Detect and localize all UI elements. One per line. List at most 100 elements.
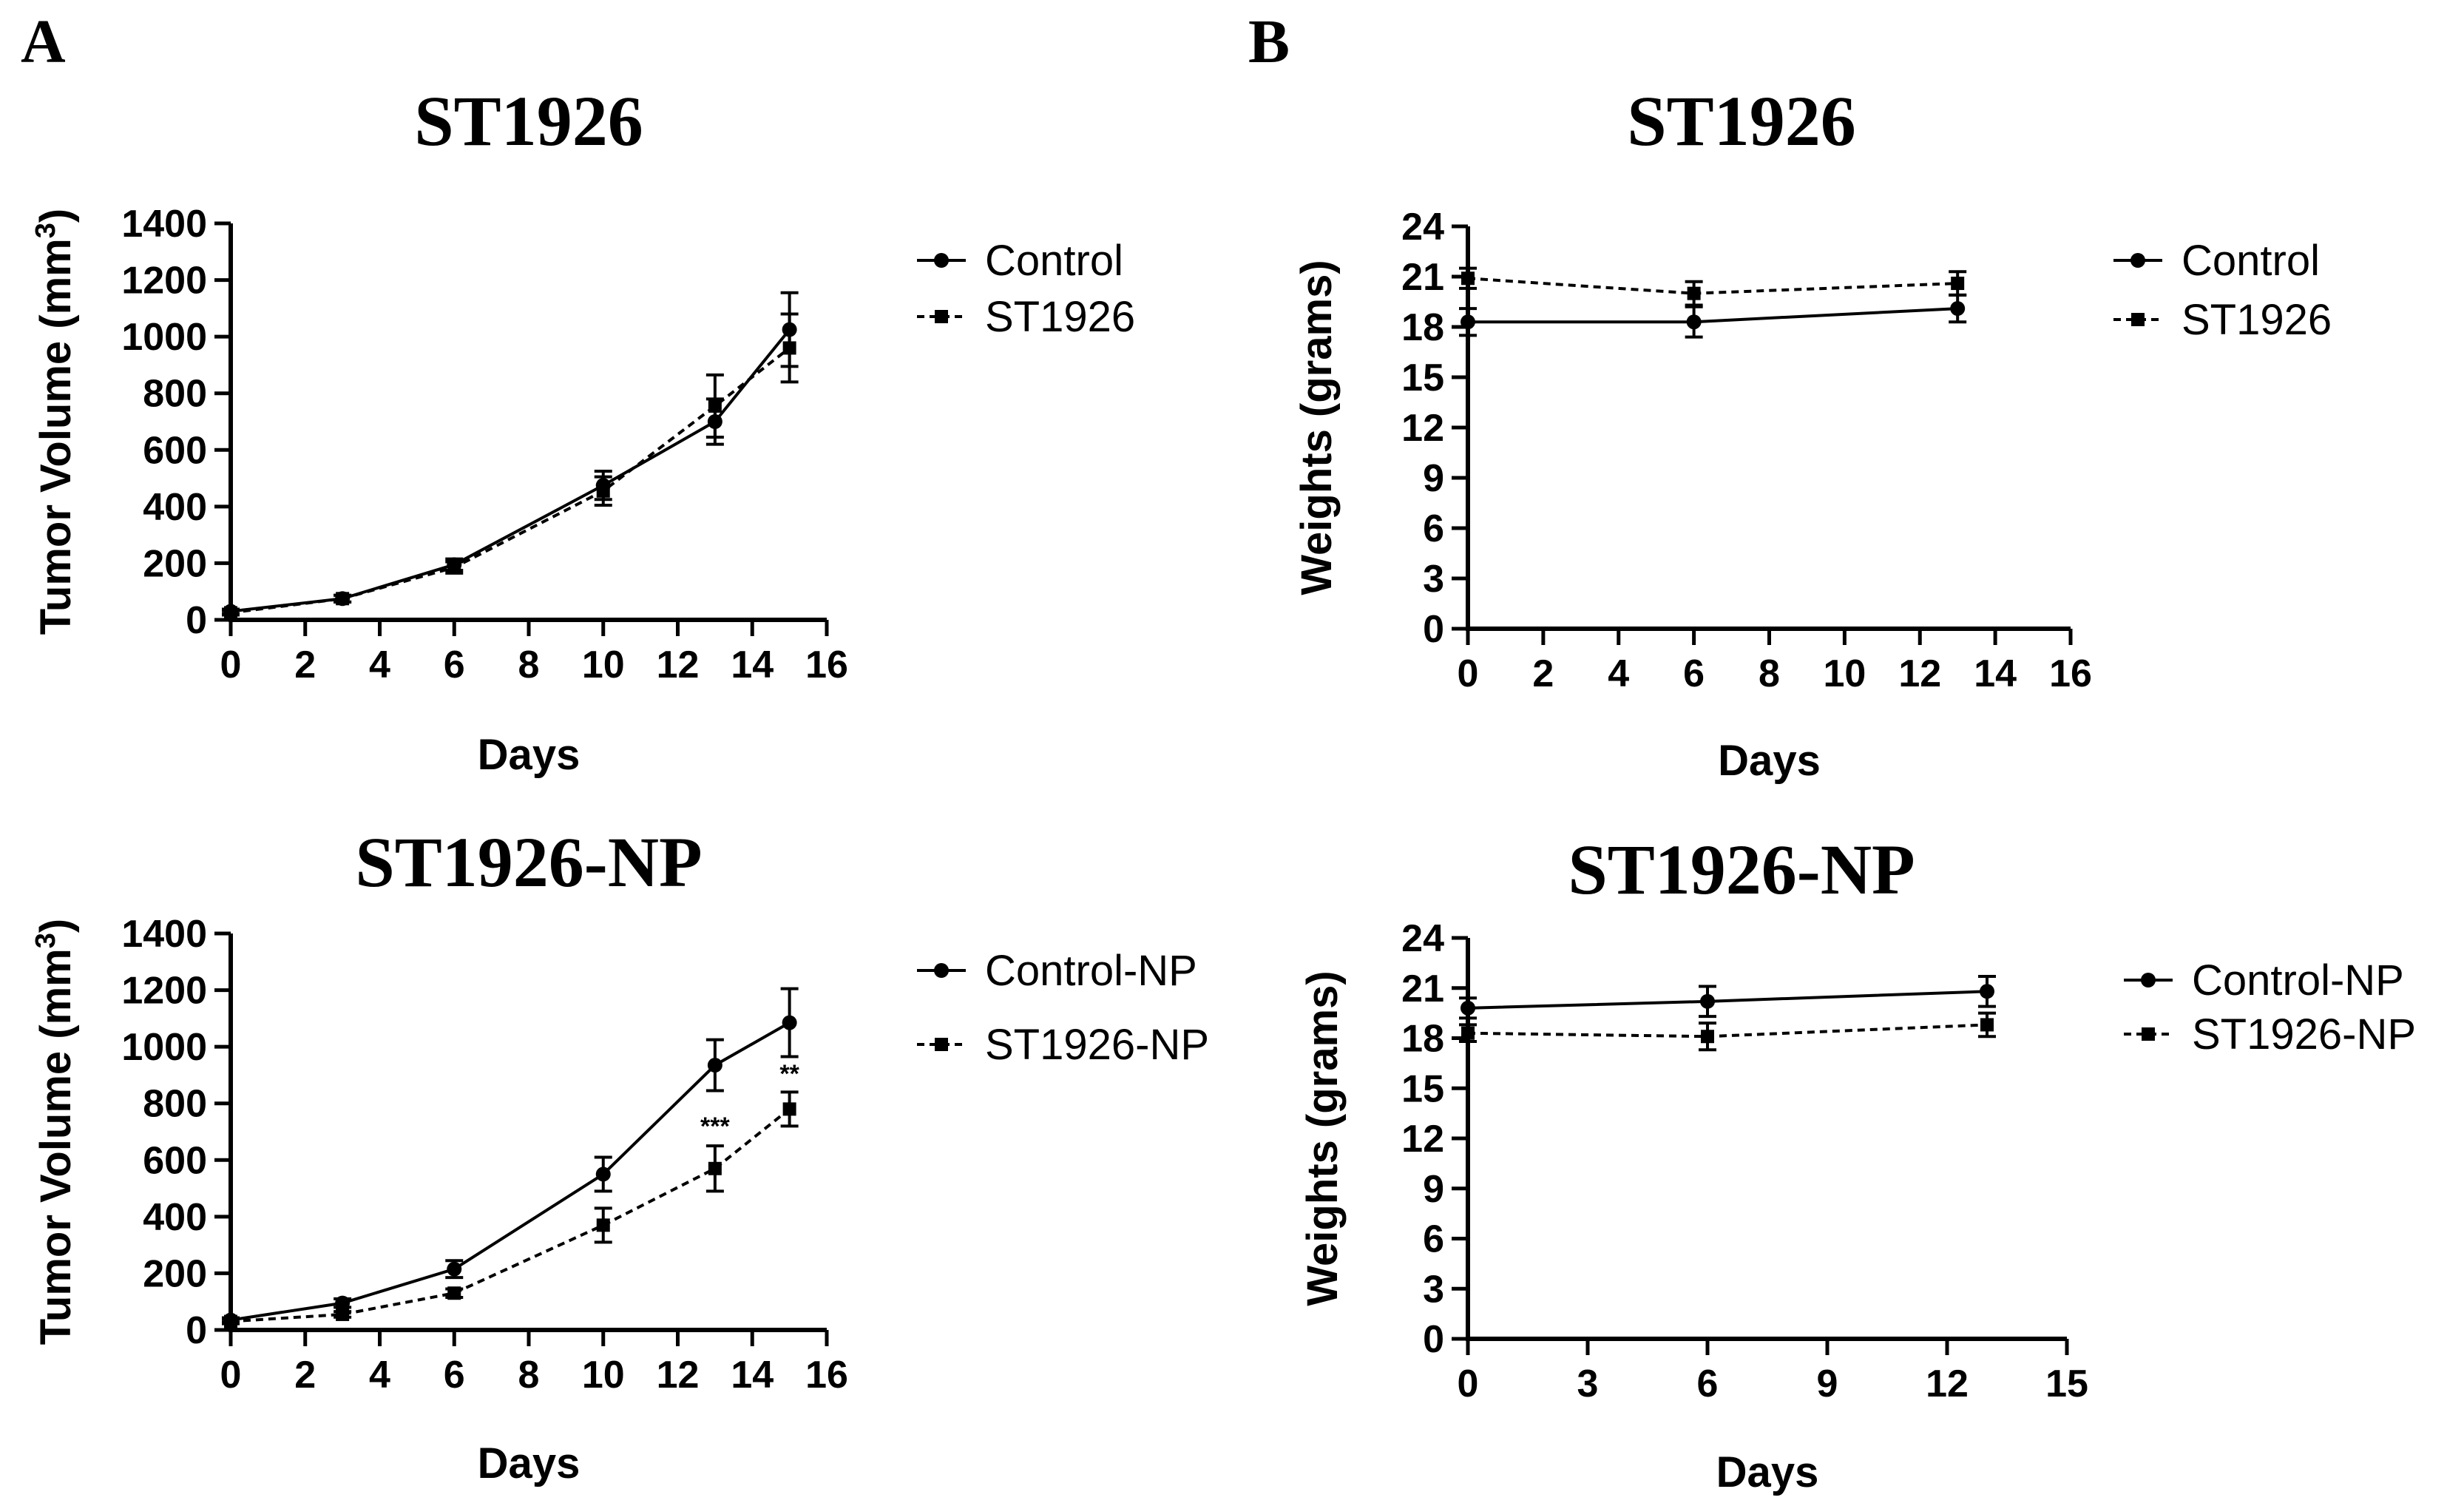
data-point-square bbox=[447, 561, 461, 575]
legend-label: ST1926 bbox=[985, 293, 1135, 341]
x-tick-label: 14 bbox=[731, 644, 774, 686]
y-tick-label: 600 bbox=[143, 429, 207, 472]
x-axis-title: Days bbox=[478, 1439, 581, 1488]
data-point-square bbox=[1687, 286, 1701, 300]
y-tick-label: 18 bbox=[1401, 306, 1444, 349]
x-tick-label: 0 bbox=[1458, 1363, 1479, 1405]
x-tick-label: 10 bbox=[582, 644, 625, 686]
data-point-square bbox=[1980, 1018, 1994, 1032]
chart-b-st1926-np: ST1926-NP 0 3 6 9 12 15 0 3 6 9 12 15 18 21 24 Days Weigh… bbox=[1299, 830, 2416, 1496]
data-point-circle bbox=[1700, 993, 1715, 1009]
x-tick-label: 2 bbox=[294, 644, 316, 686]
y-tick-label: 6 bbox=[1423, 507, 1444, 550]
chart-title: ST1926-NP bbox=[1568, 830, 1915, 909]
x-tick-label: 4 bbox=[369, 1354, 390, 1397]
panel-letter-b: B bbox=[1248, 7, 1290, 76]
data-point-square bbox=[782, 1102, 796, 1116]
data-point-square bbox=[1461, 271, 1475, 286]
y-tick-label: 24 bbox=[1401, 917, 1444, 960]
y-axis-title-superscript: 3 bbox=[30, 223, 61, 238]
data-point-square bbox=[708, 399, 722, 413]
data-point-square bbox=[1461, 1026, 1475, 1040]
x-tick-label: 12 bbox=[657, 644, 700, 686]
y-axis-title: Weights (grams) bbox=[1293, 260, 1341, 595]
chart-a-st1926: ST1926 0 2 4 6 8 10 12 14 16 0 200 400 600 800 1000 1200… bbox=[30, 81, 1135, 779]
legend-marker-square bbox=[2142, 1027, 2155, 1041]
x-tick-label: 3 bbox=[1577, 1363, 1599, 1405]
y-tick-label: 200 bbox=[143, 542, 207, 585]
legend-label: ST1926-NP bbox=[985, 1021, 1209, 1069]
legend-label: Control bbox=[2182, 237, 2320, 285]
x-tick-label: 15 bbox=[2045, 1363, 2088, 1405]
y-axis-title: Tumor Volume (mm3) bbox=[30, 209, 80, 635]
data-point-circle bbox=[1686, 314, 1702, 330]
y-tick-label: 15 bbox=[1401, 1067, 1444, 1110]
y-tick-label: 3 bbox=[1423, 558, 1444, 601]
legend-marker-square bbox=[2131, 313, 2145, 326]
x-axis-title: Days bbox=[1716, 1448, 1819, 1496]
data-point-square bbox=[224, 1314, 237, 1328]
panel-letter-a: A bbox=[21, 7, 66, 76]
y-axis-title: Tumor Volume (mm3) bbox=[30, 919, 80, 1345]
x-tick-label: 6 bbox=[444, 644, 465, 686]
x-tick-label: 12 bbox=[1898, 652, 1941, 695]
y-tick-label: 0 bbox=[1423, 608, 1444, 651]
x-tick-label: 0 bbox=[1458, 652, 1479, 695]
legend-marker-circle bbox=[2130, 253, 2145, 268]
series-line-control-np bbox=[230, 1021, 791, 1322]
x-tick-label: 10 bbox=[582, 1354, 625, 1397]
x-tick-label: 12 bbox=[1926, 1363, 1969, 1405]
x-tick-label: 0 bbox=[220, 644, 242, 686]
data-point-square bbox=[782, 341, 796, 355]
y-axis-title-close: ) bbox=[32, 919, 80, 933]
series-line-st1926-np bbox=[1467, 1023, 1988, 1039]
y-tick-label: 0 bbox=[186, 1309, 207, 1352]
x-tick-label: 12 bbox=[657, 1354, 700, 1397]
data-point-square bbox=[708, 1161, 722, 1175]
y-tick-label: 600 bbox=[143, 1139, 207, 1182]
x-tick-label: 14 bbox=[731, 1354, 774, 1397]
y-tick-label: 200 bbox=[143, 1252, 207, 1295]
y-tick-label: 0 bbox=[186, 599, 207, 642]
x-tick-label: 16 bbox=[805, 644, 848, 686]
chart-a-st1926-np: ST1926-NP 0 2 4 6 8 10 12 14 16 0 200 400 600 800 1000 1… bbox=[30, 823, 1209, 1488]
y-tick-label: 9 bbox=[1423, 1168, 1444, 1211]
y-tick-label: 400 bbox=[143, 1196, 207, 1239]
y-tick-label: 12 bbox=[1401, 407, 1444, 450]
y-axis-title-text: Weights (grams) bbox=[1299, 970, 1347, 1306]
x-tick-label: 16 bbox=[2049, 652, 2092, 695]
y-axis-title-text: Tumor Volume (mm bbox=[32, 948, 80, 1345]
chart-title: ST1926 bbox=[1627, 81, 1855, 161]
y-tick-label: 21 bbox=[1401, 256, 1444, 299]
significance-label: *** bbox=[700, 1112, 730, 1141]
x-tick-label: 14 bbox=[1974, 652, 2017, 695]
y-tick-label: 400 bbox=[143, 486, 207, 529]
y-tick-label: 800 bbox=[143, 1083, 207, 1126]
y-tick-label: 0 bbox=[1423, 1318, 1444, 1361]
data-point-square bbox=[336, 592, 350, 606]
data-point-circle bbox=[1461, 1000, 1475, 1016]
y-axis-title-superscript: 3 bbox=[30, 933, 61, 948]
data-point-circle bbox=[1980, 984, 1994, 999]
data-point-square bbox=[447, 1286, 461, 1300]
legend-label: ST1926 bbox=[2182, 296, 2332, 344]
x-tick-label: 6 bbox=[444, 1354, 465, 1397]
series-line-st1926-np bbox=[230, 1107, 791, 1323]
legend-marker-circle bbox=[934, 253, 949, 268]
y-tick-label: 1200 bbox=[121, 260, 207, 303]
legend-label: Control-NP bbox=[985, 947, 1197, 995]
legend-label: Control bbox=[985, 237, 1123, 285]
legend-label: ST1926-NP bbox=[2192, 1010, 2416, 1058]
x-tick-label: 4 bbox=[369, 644, 390, 686]
data-point-square bbox=[224, 606, 237, 620]
x-tick-label: 2 bbox=[294, 1354, 316, 1397]
x-tick-label: 8 bbox=[518, 644, 540, 686]
x-tick-label: 9 bbox=[1817, 1363, 1838, 1405]
series-line-st1926 bbox=[230, 346, 791, 615]
x-tick-label: 8 bbox=[518, 1354, 540, 1397]
x-tick-label: 8 bbox=[1759, 652, 1780, 695]
x-axis-title: Days bbox=[1718, 737, 1821, 785]
y-tick-label: 1400 bbox=[121, 203, 207, 246]
y-tick-label: 800 bbox=[143, 373, 207, 416]
